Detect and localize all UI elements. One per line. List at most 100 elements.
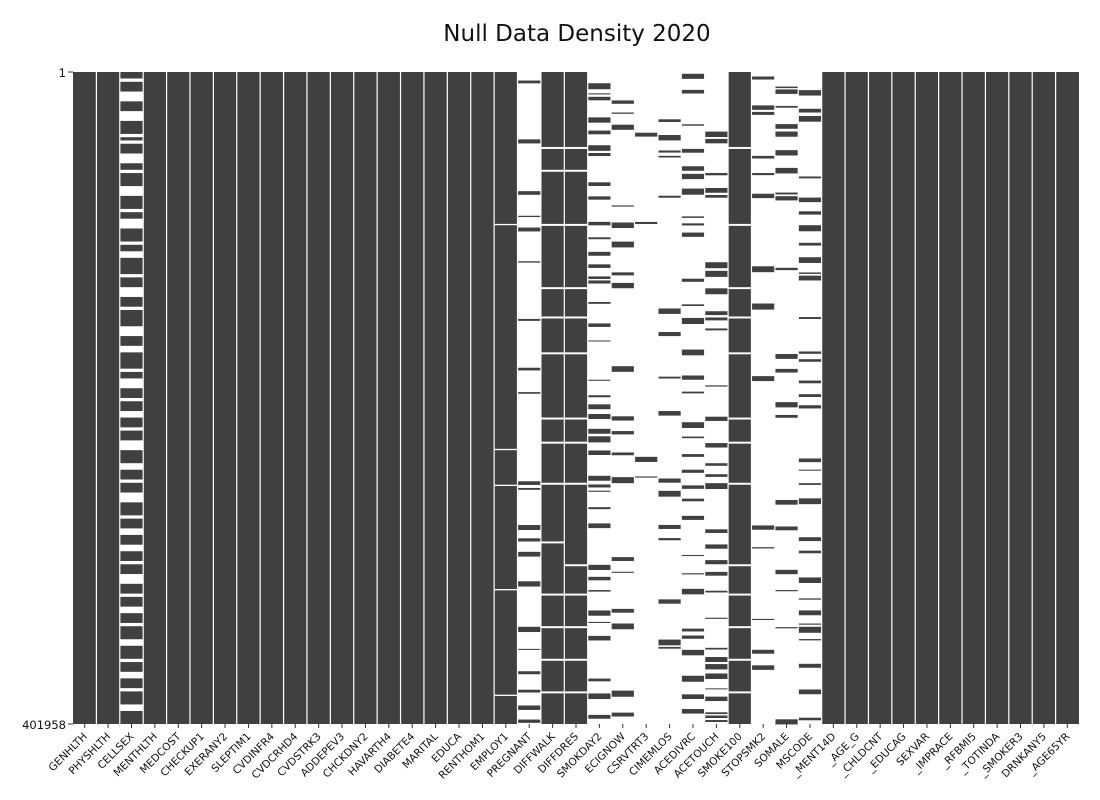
null-band xyxy=(119,398,144,402)
null-band xyxy=(681,216,705,218)
null-band xyxy=(704,138,729,144)
null-band xyxy=(774,192,799,195)
null-band xyxy=(540,593,565,596)
null-band xyxy=(564,691,588,694)
null-band xyxy=(634,132,658,137)
null-band xyxy=(704,590,729,593)
null-band xyxy=(704,483,729,490)
null-band xyxy=(611,100,635,104)
column--totinda xyxy=(985,72,1009,724)
null-band xyxy=(751,665,775,670)
null-band xyxy=(119,574,144,584)
chart-title: Null Data Density 2020 xyxy=(443,21,710,47)
null-band xyxy=(798,257,822,263)
null-band xyxy=(564,564,588,567)
null-band xyxy=(681,573,705,575)
column-renthom1 xyxy=(470,72,495,724)
null-band xyxy=(119,528,144,535)
null-band xyxy=(728,287,752,290)
null-band xyxy=(798,577,822,583)
null-band xyxy=(587,564,612,570)
column-background xyxy=(845,72,869,724)
column-csrvtrt3 xyxy=(634,72,658,724)
null-band xyxy=(681,148,705,153)
null-band xyxy=(119,688,144,692)
column-background xyxy=(962,72,986,724)
column-somale xyxy=(774,72,799,725)
null-band xyxy=(564,223,588,226)
null-band xyxy=(657,490,682,497)
null-band xyxy=(587,323,612,327)
null-band xyxy=(681,485,705,489)
null-band xyxy=(704,544,729,549)
null-band xyxy=(119,544,144,552)
null-band xyxy=(798,351,822,354)
x-axis-labels: GENHLTHPHYSHLTHCELLSEXMENTHLTHMEDCOSTCHE… xyxy=(47,724,1072,782)
null-band xyxy=(798,242,822,246)
column-diffwalk xyxy=(540,72,565,724)
null-band xyxy=(517,191,541,195)
null-band xyxy=(798,108,822,113)
null-band xyxy=(494,589,518,591)
null-band xyxy=(681,515,705,520)
column--age65yr xyxy=(1055,72,1079,724)
null-band xyxy=(657,332,682,337)
null-band xyxy=(494,694,518,696)
column-diffdres xyxy=(564,72,588,724)
null-band xyxy=(774,124,799,129)
null-band xyxy=(704,187,729,193)
column-background xyxy=(751,72,775,724)
null-band xyxy=(587,145,612,151)
null-band xyxy=(657,524,682,529)
null-band xyxy=(798,394,822,397)
null-band xyxy=(564,441,588,444)
null-band xyxy=(798,610,822,616)
column-havarth4 xyxy=(377,72,401,724)
null-band xyxy=(517,227,541,232)
null-band xyxy=(704,474,729,477)
null-band xyxy=(611,623,635,630)
column-background xyxy=(798,72,822,724)
null-band xyxy=(540,482,565,485)
null-band xyxy=(728,417,752,420)
column-background xyxy=(166,72,190,724)
null-band xyxy=(751,547,775,549)
null-band xyxy=(587,678,612,682)
column-background xyxy=(143,72,167,724)
null-band xyxy=(774,86,799,89)
null-band xyxy=(587,414,612,420)
column-smoke100 xyxy=(728,72,752,724)
null-band xyxy=(587,280,612,284)
null-band xyxy=(517,139,541,144)
null-band xyxy=(540,287,565,290)
null-band xyxy=(517,648,541,650)
null-band xyxy=(798,598,822,600)
null-band xyxy=(564,593,588,596)
null-band xyxy=(517,392,541,394)
null-band xyxy=(540,169,565,172)
null-band xyxy=(704,647,729,650)
null-band xyxy=(681,89,705,94)
null-band xyxy=(681,173,705,180)
null-band xyxy=(657,195,682,198)
null-band xyxy=(728,223,752,226)
null-band xyxy=(587,484,612,488)
null-band xyxy=(704,463,729,466)
null-band xyxy=(704,288,729,295)
null-band xyxy=(751,649,775,654)
null-band xyxy=(119,153,144,164)
null-band xyxy=(540,352,565,355)
null-band xyxy=(704,712,729,715)
null-band xyxy=(681,391,705,394)
null-band xyxy=(681,304,705,307)
null-band xyxy=(728,316,752,319)
null-band xyxy=(119,492,144,503)
null-band xyxy=(119,133,144,138)
null-band xyxy=(587,576,612,581)
column-background xyxy=(260,72,284,724)
null-band xyxy=(587,436,612,443)
column-background xyxy=(704,72,729,724)
null-band xyxy=(798,717,822,721)
null-band xyxy=(657,150,682,153)
